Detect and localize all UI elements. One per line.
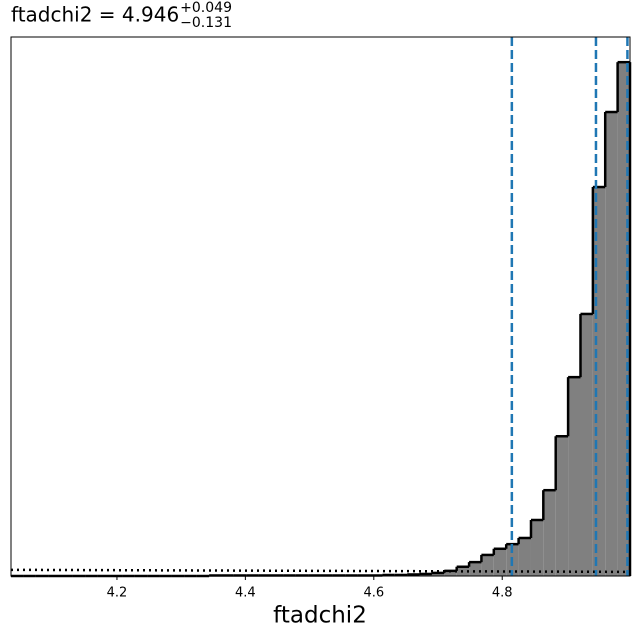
x-tick-label: 4.2: [107, 586, 128, 601]
x-tick-label: 4.8: [492, 586, 513, 601]
plot-frame: [10, 36, 631, 577]
bar: [518, 537, 531, 576]
title-lower-error: −0.131: [180, 15, 232, 31]
x-axis-label: ftadchi2: [273, 603, 367, 629]
reference-line: [10, 568, 631, 574]
bar: [555, 436, 569, 576]
x-tick-label: 4.4: [235, 586, 256, 601]
bar: [431, 572, 445, 576]
chart-title: ftadchi2 = 4.946: [11, 3, 179, 27]
x-tick-label: 4.6: [363, 586, 384, 601]
bar: [568, 377, 581, 576]
bar: [530, 519, 544, 576]
bar: [580, 313, 593, 576]
bar: [543, 490, 556, 576]
bar: [493, 548, 507, 576]
bar: [469, 562, 482, 576]
title-upper-error: +0.049: [180, 0, 232, 16]
bar: [444, 570, 457, 576]
bar: [605, 112, 618, 576]
bar: [481, 554, 494, 576]
